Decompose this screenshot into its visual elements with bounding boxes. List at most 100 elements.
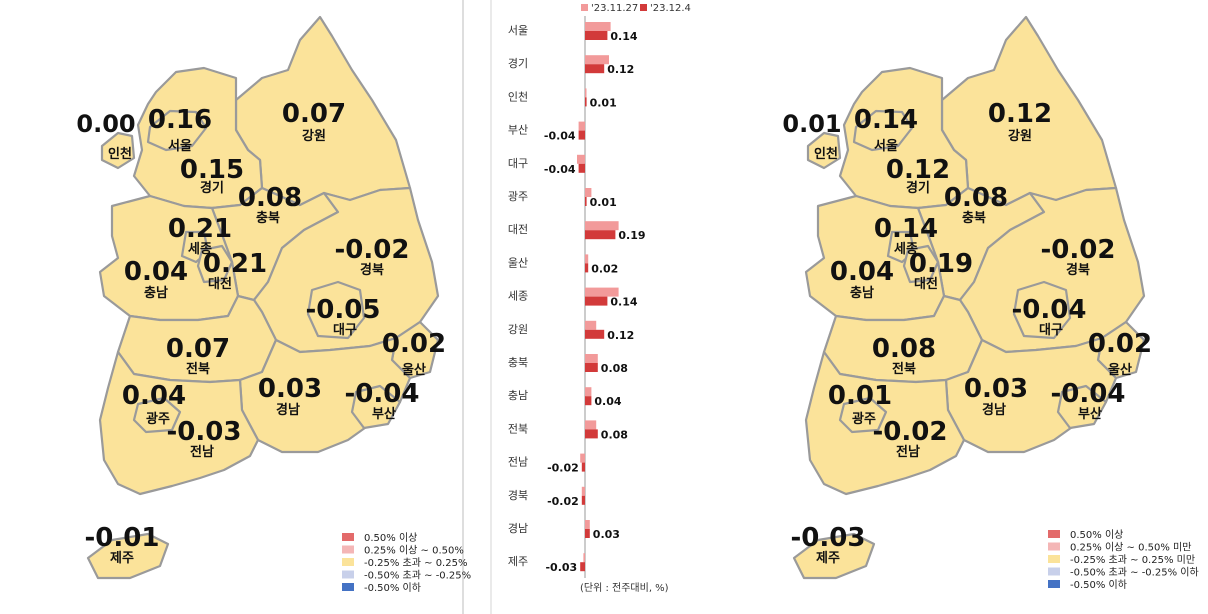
bar-value-daegu: -0.04 xyxy=(544,163,576,176)
region-name-gyeongnam-right: 경남 xyxy=(982,402,1006,418)
value-label-gyeongbuk-left: -0.02 xyxy=(335,235,410,265)
legend-label-right-3: -0.25% 초과 ~ 0.25% 미만 xyxy=(1070,554,1195,566)
bar-value-seoul: 0.14 xyxy=(610,30,637,43)
value-label-jeonnam-right: -0.02 xyxy=(873,417,948,447)
bar-value-ulsan: 0.02 xyxy=(591,262,618,275)
bar-gangwon-series-2 xyxy=(585,329,605,339)
bar-value-jeonbuk: 0.08 xyxy=(601,428,628,441)
legend-swatch-series-1 xyxy=(581,4,588,11)
region-name-seoul-left: 서울 xyxy=(168,138,192,154)
bar-gwangju-series-2 xyxy=(585,197,587,206)
bar-jeonnam-series-2 xyxy=(581,462,585,472)
bar-category-gyeongbuk: 경북 xyxy=(508,489,528,502)
value-label-chungbuk-right: 0.08 xyxy=(944,183,1008,213)
bar-category-sejong: 세종 xyxy=(508,290,528,303)
bar-value-gyeongbuk: -0.02 xyxy=(547,495,579,508)
region-name-chungbuk-left: 충북 xyxy=(256,210,280,226)
bar-value-chungbuk: 0.08 xyxy=(601,362,628,375)
region-name-daegu-right: 대구 xyxy=(1039,323,1063,338)
legend-label-right-4: -0.50% 초과 ~ -0.25% 이하 xyxy=(1070,566,1199,579)
map-right-labels: 0.01인천0.14서울0.12경기0.12강원0.08충북0.14세종0.19… xyxy=(782,99,1152,566)
value-label-daegu-right: -0.04 xyxy=(1012,295,1087,325)
value-label-busan-left: -0.04 xyxy=(345,379,420,409)
map-right xyxy=(792,15,1146,580)
value-label-ulsan-left: 0.02 xyxy=(382,329,446,359)
value-label-gyeonggi-left: 0.15 xyxy=(180,155,244,185)
bar-value-incheon: 0.01 xyxy=(590,96,617,109)
region-name-gangwon-right: 강원 xyxy=(1008,128,1032,144)
bar-gyeonggi-series-1 xyxy=(585,55,609,65)
bar-category-chungnam: 충남 xyxy=(508,389,528,402)
bar-chungnam-series-1 xyxy=(585,387,592,397)
map-left-labels: 0.00인천0.16서울0.15경기0.07강원0.08충북0.21세종0.21… xyxy=(76,99,446,566)
bar-gyeongnam-series-2 xyxy=(585,529,590,538)
bar-incheon-series-2 xyxy=(585,97,587,107)
bar-daegu-series-1 xyxy=(577,154,585,164)
bar-value-gyeongnam: 0.03 xyxy=(593,528,620,541)
region-gwangju-right xyxy=(838,396,888,434)
region-name-jeonbuk-left: 전북 xyxy=(186,361,210,377)
bar-category-jeju: 제주 xyxy=(508,555,528,568)
region-busan-right xyxy=(1056,384,1108,430)
legend-label-left-2: 0.25% 이상 ~ 0.50% xyxy=(364,545,464,557)
legend-swatch-right-3 xyxy=(1048,555,1060,563)
region-name-busan-left: 부산 xyxy=(372,406,396,422)
legend-label-right-2: 0.25% 이상 ~ 0.50% 미만 xyxy=(1070,542,1191,554)
bar-category-ulsan: 울산 xyxy=(508,256,528,269)
value-label-jeju-right: -0.03 xyxy=(791,523,866,553)
value-label-seoul-right: 0.14 xyxy=(854,105,918,135)
bar-value-sejong: 0.14 xyxy=(610,296,637,309)
bar-gwangju-series-1 xyxy=(585,188,592,197)
value-label-jeonbuk-left: 0.07 xyxy=(166,334,230,364)
legend-swatch-left-4 xyxy=(342,570,354,579)
bar-category-incheon: 인천 xyxy=(508,89,528,103)
bar-incheon-series-1 xyxy=(585,88,587,98)
bar-category-busan: 부산 xyxy=(508,124,528,137)
region-jeonnam-left xyxy=(98,350,260,496)
bar-category-jeonnam: 전남 xyxy=(508,456,528,469)
legend-swatch-left-2 xyxy=(342,545,354,554)
region-name-jeju-right: 제주 xyxy=(816,551,840,566)
value-label-incheon-left: 0.00 xyxy=(76,110,135,138)
region-seoul-right xyxy=(852,109,914,152)
bar-daegu-series-2 xyxy=(578,163,585,173)
value-label-jeju-left: -0.01 xyxy=(85,523,160,553)
value-label-gyeongnam-left: 0.03 xyxy=(258,374,322,404)
value-label-daejeon-right: 0.19 xyxy=(909,249,973,279)
value-label-gwangju-right: 0.01 xyxy=(828,381,892,411)
value-label-gangwon-left: 0.07 xyxy=(282,99,346,129)
bar-sejong-series-2 xyxy=(585,296,608,306)
bar-value-gyeonggi: 0.12 xyxy=(607,63,634,76)
legend-swatch-left-5 xyxy=(342,583,354,591)
region-name-gwangju-left: 광주 xyxy=(146,412,170,427)
legend-swatch-right-4 xyxy=(1048,567,1060,576)
region-incheon-right xyxy=(806,131,842,170)
bar-category-gwangju: 광주 xyxy=(508,190,528,203)
region-name-daejeon-right: 대전 xyxy=(914,276,938,292)
region-name-gyeongnam-left: 경남 xyxy=(276,402,300,418)
bar-busan-series-1 xyxy=(578,121,585,131)
value-label-chungnam-right: 0.04 xyxy=(830,257,894,287)
region-name-ulsan-right: 울산 xyxy=(1108,362,1132,378)
legend-label-right-1: 0.50% 이상 xyxy=(1070,529,1123,541)
region-name-gwangju-right: 광주 xyxy=(852,412,876,427)
bar-chungnam-series-2 xyxy=(585,396,592,406)
value-label-chungbuk-left: 0.08 xyxy=(238,183,302,213)
region-name-seoul-right: 서울 xyxy=(874,138,898,154)
value-label-jeonbuk-right: 0.08 xyxy=(872,334,936,364)
legend-swatch-right-2 xyxy=(1048,542,1060,551)
bar-daejeon-series-2 xyxy=(585,230,616,240)
map-left xyxy=(86,15,440,580)
bar-jeju-series-1 xyxy=(583,553,585,563)
legend-right: 0.50% 이상0.25% 이상 ~ 0.50% 미만-0.25% 초과 ~ 0… xyxy=(1048,529,1199,591)
bar-value-gangwon: 0.12 xyxy=(607,329,634,342)
legend-label-left-5: -0.50% 이하 xyxy=(364,581,421,594)
value-label-daegu-left: -0.05 xyxy=(306,295,381,325)
bar-category-gangwon: 강원 xyxy=(508,323,528,336)
bar-category-chungbuk: 충북 xyxy=(508,356,528,369)
bars-group: 서울 0.14 경기 0.12 인천 0.01 부산 -0.04 대구 -0.04 광주 0.01 대전… xyxy=(508,22,646,574)
bar-unit-note: (단위 : 전주대비, %) xyxy=(580,581,669,594)
bar-category-daejeon: 대전 xyxy=(508,223,528,236)
legend-swatch-right-5 xyxy=(1048,580,1060,588)
legend-left: 0.50% 이상0.25% 이상 ~ 0.50%-0.25% 초과 ~ 0.25… xyxy=(342,532,471,594)
